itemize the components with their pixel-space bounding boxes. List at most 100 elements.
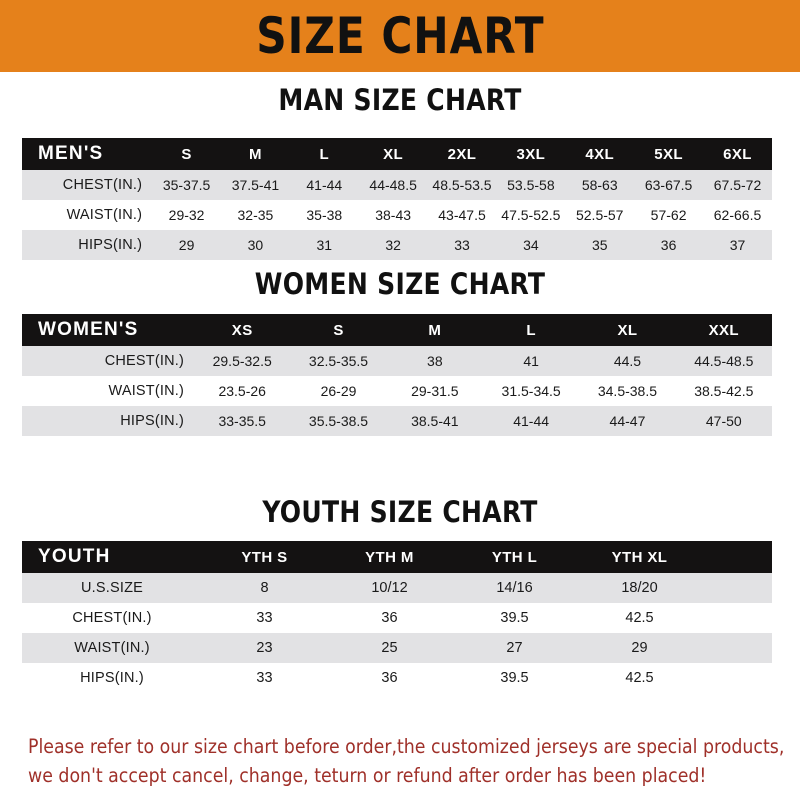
table-cell: 41 [482, 346, 580, 376]
table-cell: 38.5-41 [386, 406, 483, 436]
men-header-label: MEN'S [38, 143, 104, 164]
section-title-women: WOMEN SIZE CHART [254, 267, 546, 301]
row-label: WAIST(IN.) [22, 200, 153, 230]
table-row: U.S.SIZE 8 10/12 14/16 18/20 [22, 573, 772, 603]
men-column-header: XL [383, 145, 404, 163]
page-banner: SIZE CHART [0, 0, 800, 72]
women-size-table: WOMEN'S XS S M L XL XXL CHEST(IN.) 29.5-… [22, 314, 772, 436]
table-cell: 35-38 [289, 200, 359, 230]
table-cell: 8 [202, 573, 327, 603]
table-cell: 29.5-32.5 [194, 346, 291, 376]
table-cell: 39.5 [452, 663, 577, 693]
men-column-header: 2XL [447, 145, 477, 163]
table-cell: 29-32 [152, 200, 221, 230]
table-cell: 10/12 [327, 573, 452, 603]
table-row: HIPS(IN.) 33 36 39.5 42.5 [22, 663, 772, 693]
table-row: WAIST(IN.) 23.5-26 26-29 29-31.5 31.5-34… [22, 376, 772, 406]
table-cell: 33 [427, 230, 497, 260]
table-cell: 31 [289, 230, 359, 260]
table-row: WAIST(IN.) 23 25 27 29 [22, 633, 772, 663]
table-cell: 25 [327, 633, 452, 663]
women-column-header: M [428, 321, 442, 339]
youth-column-header: YTH L [491, 548, 538, 566]
table-cell: 42.5 [577, 603, 702, 633]
youth-column-header: YTH XL [611, 548, 668, 566]
table-cell: 32.5-35.5 [290, 346, 387, 376]
women-column-header: XXL [708, 321, 739, 339]
men-table-header-row: MEN'S S M L XL 2XL 3XL 4XL 5XL 6XL [22, 138, 772, 170]
table-cell: 35 [565, 230, 635, 260]
table-row: HIPS(IN.) 33-35.5 35.5-38.5 38.5-41 41-4… [22, 406, 772, 436]
youth-table-header-row: YOUTH YTH S YTH M YTH L YTH XL [22, 541, 772, 573]
table-cell: 37 [703, 230, 772, 260]
women-table-header-row: WOMEN'S XS S M L XL XXL [22, 314, 772, 346]
women-column-header: XL [617, 321, 638, 339]
table-cell: 44.5-48.5 [675, 346, 772, 376]
men-size-table: MEN'S S M L XL 2XL 3XL 4XL 5XL 6XL CHEST… [22, 138, 772, 260]
youth-column-header: YTH S [241, 548, 288, 566]
table-cell: 31.5-34.5 [482, 376, 580, 406]
table-cell: 37.5-41 [221, 170, 290, 200]
table-cell: 62-66.5 [703, 200, 772, 230]
table-cell: 42.5 [577, 663, 702, 693]
row-label: CHEST(IN.) [22, 170, 153, 200]
table-cell: 35-37.5 [152, 170, 221, 200]
table-cell: 47.5-52.5 [496, 200, 566, 230]
table-cell: 67.5-72 [703, 170, 772, 200]
table-cell-spacer [702, 633, 772, 663]
table-cell: 26-29 [290, 376, 387, 406]
table-cell: 53.5-58 [496, 170, 566, 200]
table-cell: 33-35.5 [194, 406, 291, 436]
youth-header-label: YOUTH [38, 546, 111, 567]
row-label: WAIST(IN.) [22, 376, 195, 406]
table-cell: 36 [327, 663, 452, 693]
table-cell: 48.5-53.5 [427, 170, 497, 200]
table-cell: 38.5-42.5 [675, 376, 772, 406]
men-column-header: 4XL [585, 145, 615, 163]
table-cell: 63-67.5 [634, 170, 704, 200]
table-cell: 41-44 [289, 170, 359, 200]
footer-notice: Please refer to our size chart before or… [28, 732, 784, 790]
table-cell: 52.5-57 [565, 200, 635, 230]
table-cell: 32-35 [221, 200, 290, 230]
table-cell-spacer [702, 573, 772, 603]
table-cell: 47-50 [675, 406, 772, 436]
women-column-header: L [526, 321, 536, 339]
men-column-header: M [248, 145, 262, 163]
row-label: HIPS(IN.) [22, 406, 195, 436]
table-cell: 30 [221, 230, 290, 260]
row-label: CHEST(IN.) [22, 346, 195, 376]
women-header-label: WOMEN'S [38, 319, 139, 340]
women-column-header: S [333, 321, 344, 339]
table-cell: 36 [327, 603, 452, 633]
table-cell: 36 [634, 230, 704, 260]
youth-size-table: YOUTH YTH S YTH M YTH L YTH XL U.S.SIZE … [22, 541, 772, 693]
section-title-youth: YOUTH SIZE CHART [262, 495, 538, 529]
table-cell: 14/16 [452, 573, 577, 603]
footer-notice-line-2: we don't accept cancel, change, teturn o… [28, 764, 707, 787]
women-column-header: XS [231, 321, 253, 339]
table-cell: 34.5-38.5 [579, 376, 676, 406]
men-column-header: S [181, 145, 192, 163]
table-cell-spacer [702, 603, 772, 633]
table-cell: 44.5 [579, 346, 676, 376]
youth-column-header: YTH M [365, 548, 414, 566]
table-cell: 23 [202, 633, 327, 663]
table-cell: 43-47.5 [427, 200, 497, 230]
table-cell: 39.5 [452, 603, 577, 633]
table-cell: 38-43 [358, 200, 428, 230]
row-label: CHEST(IN.) [22, 603, 202, 633]
table-cell: 18/20 [577, 573, 702, 603]
men-column-header: 3XL [516, 145, 546, 163]
table-cell: 38 [386, 346, 483, 376]
table-cell: 33 [202, 663, 327, 693]
men-column-header: 5XL [654, 145, 683, 163]
table-cell: 57-62 [634, 200, 704, 230]
table-row: CHEST(IN.) 35-37.5 37.5-41 41-44 44-48.5… [22, 170, 772, 200]
row-label: HIPS(IN.) [22, 230, 153, 260]
table-cell: 29 [152, 230, 221, 260]
row-label: WAIST(IN.) [22, 633, 202, 663]
table-cell: 33 [202, 603, 327, 633]
table-cell: 41-44 [482, 406, 580, 436]
